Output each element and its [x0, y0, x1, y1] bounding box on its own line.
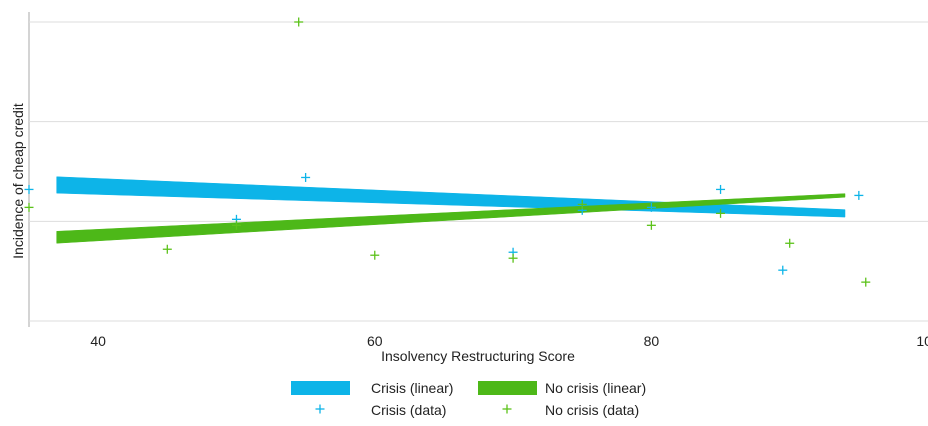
x-tick-label: 60	[367, 333, 383, 349]
legend-label: Crisis (linear)	[371, 380, 453, 396]
legend-swatch	[291, 381, 350, 395]
x-tick-label: 100	[916, 333, 928, 349]
x-tick-label: 80	[644, 333, 660, 349]
legend-swatch	[478, 381, 537, 395]
y-axis-label: Incidence of cheap credit	[10, 103, 26, 259]
legend-item: No crisis (linear)	[478, 380, 646, 396]
legend-label: Crisis (data)	[371, 402, 446, 418]
x-axis-label: Insolvency Restructuring Score	[381, 348, 575, 364]
legend-item: Crisis (linear)	[291, 380, 453, 396]
legend-label: No crisis (linear)	[545, 380, 646, 396]
x-tick-label: 40	[90, 333, 106, 349]
legend-label: No crisis (data)	[545, 402, 639, 418]
